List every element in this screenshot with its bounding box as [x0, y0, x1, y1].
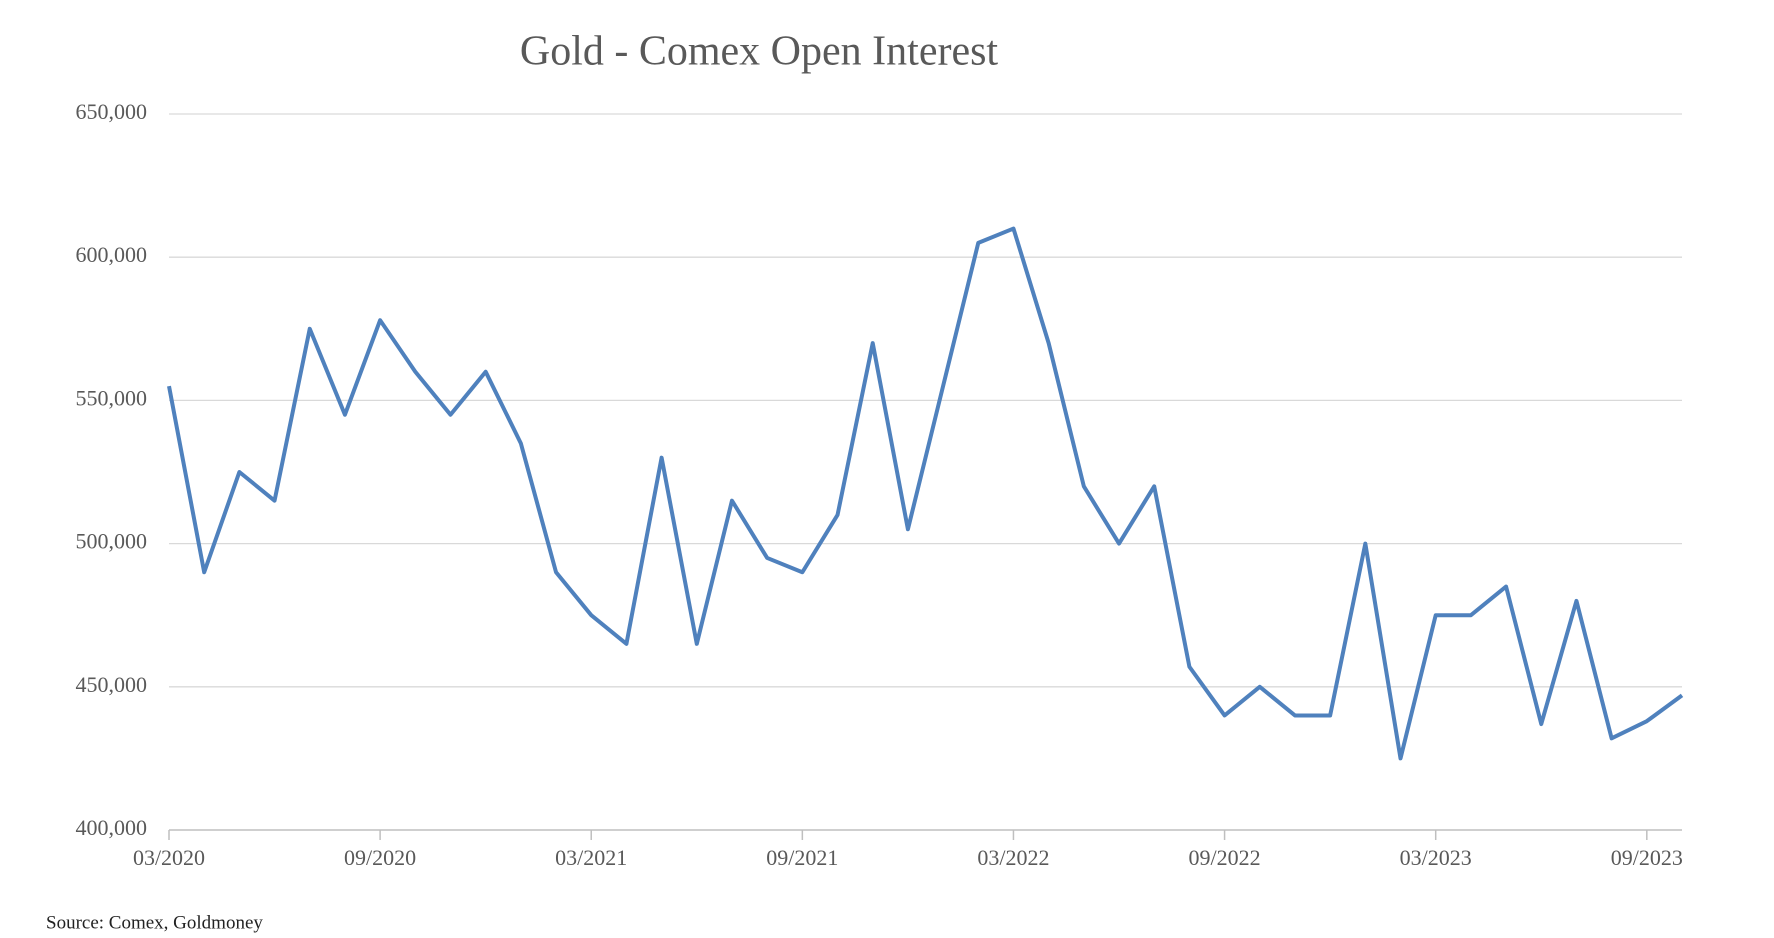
y-tick-label: 650,000 — [76, 99, 148, 124]
y-tick-label: 500,000 — [76, 529, 148, 554]
x-tick-label: 03/2020 — [133, 845, 205, 870]
y-tick-label: 600,000 — [76, 242, 148, 267]
x-tick-label: 03/2021 — [555, 845, 627, 870]
data-line — [167, 226, 1684, 761]
x-tick-label: 09/2020 — [344, 845, 416, 870]
x-tick-label: 03/2023 — [1400, 845, 1472, 870]
x-tick-label: 09/2022 — [1189, 845, 1261, 870]
x-tick-label: 09/2023 — [1611, 845, 1683, 870]
y-tick-label: 450,000 — [76, 672, 148, 697]
x-tick-label: 03/2022 — [977, 845, 1049, 870]
x-tick-label: 09/2021 — [766, 845, 838, 870]
source-note: Source: Comex, Goldmoney — [46, 912, 263, 933]
y-tick-label: 400,000 — [76, 815, 148, 840]
chart-title: Gold - Comex Open Interest — [520, 29, 999, 75]
y-tick-label: 550,000 — [76, 385, 148, 410]
